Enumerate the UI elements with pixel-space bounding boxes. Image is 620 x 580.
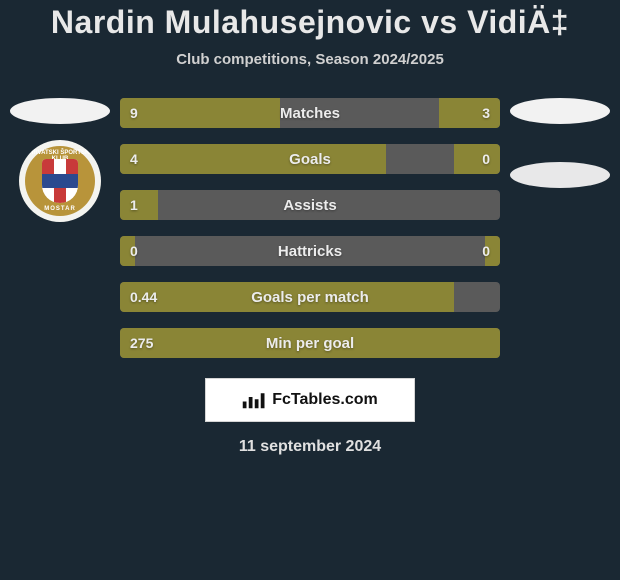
bar-label: Hattricks xyxy=(120,236,500,266)
source-badge-text: FcTables.com xyxy=(272,391,378,409)
right-column xyxy=(500,98,620,188)
bar-value-right: 0 xyxy=(482,236,490,266)
stat-bar: 4Goals0 xyxy=(120,144,500,174)
stat-bar: 0Hattricks0 xyxy=(120,236,500,266)
subtitle: Club competitions, Season 2024/2025 xyxy=(0,51,620,68)
bar-value-right: 0 xyxy=(482,144,490,174)
left-column: HRVATSKI ŠPORTSKI KLUB MOSTAR xyxy=(0,98,120,222)
page-title: Nardin Mulahusejnovic vs VidiÄ‡ xyxy=(0,4,620,41)
crest-bottom-text: MOSTAR xyxy=(25,206,95,212)
bar-label: Goals per match xyxy=(120,282,500,312)
crest-shield xyxy=(42,159,78,203)
club-crest-left: HRVATSKI ŠPORTSKI KLUB MOSTAR xyxy=(19,140,101,222)
stat-bar: 1Assists xyxy=(120,190,500,220)
stat-bar: 0.44Goals per match xyxy=(120,282,500,312)
stat-bars: 9Matches34Goals01Assists0Hattricks00.44G… xyxy=(120,98,500,358)
infographic: Nardin Mulahusejnovic vs VidiÄ‡ Club com… xyxy=(0,0,620,456)
content-row: HRVATSKI ŠPORTSKI KLUB MOSTAR 9Matches3 4… xyxy=(0,98,620,358)
bars-icon xyxy=(242,391,266,409)
bar-label: Goals xyxy=(120,144,500,174)
player-photo-right xyxy=(510,98,610,124)
stat-bar: 9Matches3 xyxy=(120,98,500,128)
date-text: 11 september 2024 xyxy=(0,438,620,456)
stat-bar: 275Min per goal xyxy=(120,328,500,358)
club-crest-right xyxy=(510,162,610,188)
source-badge[interactable]: FcTables.com xyxy=(205,378,415,422)
player-photo-left xyxy=(10,98,110,124)
bar-label: Matches xyxy=(120,98,500,128)
bar-label: Min per goal xyxy=(120,328,500,358)
bar-label: Assists xyxy=(120,190,500,220)
bar-value-right: 3 xyxy=(482,98,490,128)
